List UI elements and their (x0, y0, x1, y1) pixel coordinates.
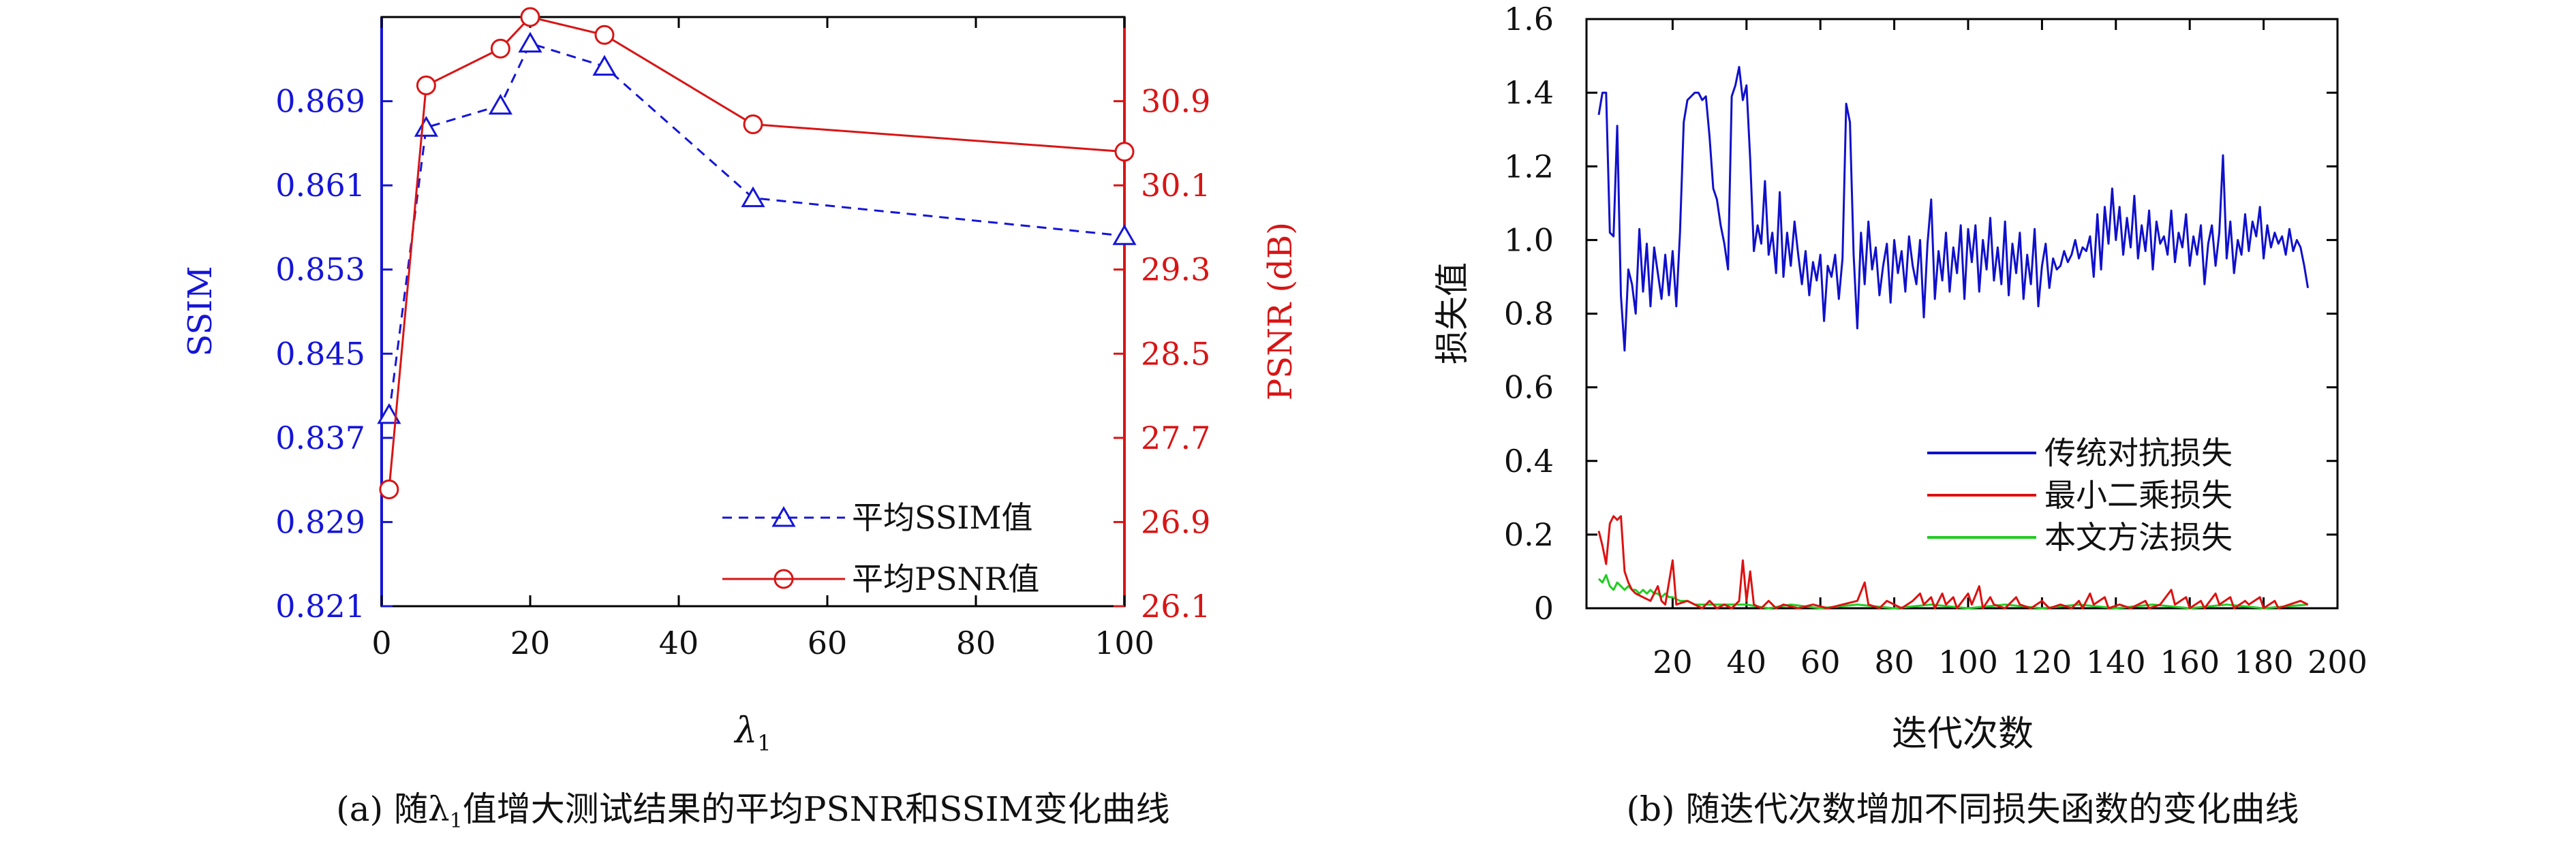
legend-b-ls-label: 最小二乘损失 (2044, 477, 2233, 514)
chart-a-point-circle (416, 75, 436, 95)
chart-a-y-right-label: PSNR (dB) (1261, 222, 1300, 401)
chart-a-point-circle (520, 7, 540, 27)
chart-a-point-triangle (414, 116, 438, 137)
chart-a-y-right-tick-label: 30.9 (1141, 83, 1210, 120)
chart-a-x-label-main: λ (733, 710, 757, 751)
chart-a-y-left-tick-label: 0.853 (275, 251, 365, 288)
chart-b-y-tick-label: 1.0 (1504, 221, 1554, 258)
chart-b-y-tick-label: 0.4 (1504, 443, 1554, 480)
chart-a: 0 20 40 60 80 100 0.821 0.829 0.837 0.845 0.853 0.… (181, 7, 1300, 833)
chart-b-y-tick-label: 0.6 (1504, 369, 1554, 406)
chart-a-caption-sub: 1 (450, 809, 463, 833)
chart-b-x-tick-label: 140 (2086, 644, 2146, 680)
chart-a-y-left-tick-label: 0.837 (275, 420, 365, 456)
chart-b-x-tick-label: 160 (2160, 644, 2220, 680)
chart-a-point-circle (490, 38, 510, 59)
chart-b-x-tick-label: 60 (1800, 644, 1841, 680)
chart-a-y-right-tick-label: 30.1 (1141, 167, 1210, 204)
chart-a-point-triangle (488, 93, 512, 115)
chart-b-series-line-1 (1597, 65, 2310, 352)
chart-a-y-right-tick-label: 26.1 (1141, 588, 1210, 625)
chart-b-y-tick-label: 1.2 (1504, 148, 1554, 185)
chart-a-point-circle (1114, 142, 1135, 162)
chart-a-y-right-tick-label: 27.7 (1141, 420, 1210, 456)
chart-b: 20 40 60 80 100 120 140 160 180 200 0 0.2 0.4 0.6 0.8… (1432, 1, 2367, 829)
chart-b-x-tick-label: 180 (2234, 644, 2294, 680)
chart-a-point-triangle (741, 186, 765, 208)
chart-a-point-triangle (592, 54, 617, 76)
chart-a-y-left-tick-label: 0.845 (275, 335, 365, 372)
chart-b-series-line-2 (1597, 515, 2309, 610)
chart-a-y-left-label: SSIM (181, 266, 219, 356)
chart-a-y-left-tick-label: 0.821 (275, 588, 365, 625)
chart-b-y-tick-label: 0.2 (1504, 516, 1554, 553)
chart-a-point-circle (594, 25, 615, 45)
chart-b-series-line-3 (1597, 574, 2308, 610)
chart-a-point-circle (743, 114, 763, 135)
chart-a-series-line-2 (388, 16, 1125, 490)
chart-a-caption: (a) 随λ1值增大测试结果的平均PSNR和SSIM变化曲线 (336, 789, 1169, 833)
chart-b-y-tick-label: 1.6 (1504, 1, 1554, 37)
chart-b-x-tick-label: 120 (2012, 644, 2072, 680)
chart-a-y-left-tick-label: 0.829 (275, 503, 365, 540)
chart-a-y-right-tick-label: 29.3 (1141, 251, 1210, 288)
chart-a-legend: 平均SSIM值 平均PSNR值 (722, 499, 1039, 597)
chart-a-x-tick-label: 80 (956, 625, 996, 661)
chart-b-x-tick-label: 80 (1874, 644, 1914, 680)
legend-b-ours-label: 本文方法损失 (2044, 519, 2233, 556)
legend-a-ssim-label: 平均SSIM值 (852, 499, 1033, 536)
legend-a-psnr-marker (773, 569, 794, 589)
chart-b-x-tick-label: 20 (1653, 644, 1693, 680)
chart-a-point-triangle (518, 31, 542, 53)
chart-b-y-label: 损失值 (1432, 262, 1472, 364)
chart-a-y-right-tick-label: 26.9 (1141, 503, 1210, 540)
legend-b-adv-label: 传统对抗损失 (2044, 435, 2233, 471)
chart-a-point-triangle (377, 403, 401, 424)
chart-a-caption-suffix: 值增大测试结果的平均PSNR和SSIM变化曲线 (463, 789, 1170, 829)
chart-a-x-label: λ1 (733, 710, 771, 756)
chart-b-legend: 传统对抗损失 最小二乘损失 本文方法损失 (1927, 435, 2233, 556)
chart-a-point-triangle (1112, 224, 1137, 245)
chart-a-y-left-tick-label: 0.869 (275, 83, 365, 120)
chart-b-x-label: 迭代次数 (1892, 714, 2034, 755)
chart-b-caption: (b) 随迭代次数增加不同损失函数的变化曲线 (1627, 789, 2299, 829)
chart-a-caption-lambda: λ (428, 789, 450, 829)
legend-a-psnr-label: 平均PSNR值 (852, 561, 1039, 597)
chart-a-y-left-tick-label: 0.861 (275, 167, 365, 204)
chart-b-x-tick-label: 40 (1727, 644, 1767, 680)
chart-a-x-tick-label: 40 (659, 625, 699, 661)
chart-a-point-circle (379, 480, 399, 500)
chart-a-x-tick-label: 100 (1094, 625, 1154, 661)
chart-a-x-tick-label: 20 (510, 625, 551, 661)
chart-b-y-tick-label: 0 (1534, 590, 1554, 627)
chart-b-y-tick-label: 1.4 (1504, 74, 1554, 111)
legend-a-ssim-marker (771, 505, 796, 527)
chart-a-y-right-tick-label: 28.5 (1141, 335, 1210, 372)
chart-a-caption-prefix: (a) 随 (336, 789, 428, 829)
chart-b-x-tick-label: 100 (1938, 644, 1998, 680)
chart-a-x-tick-label: 0 (371, 625, 391, 661)
chart-b-y-tick-label: 0.8 (1504, 296, 1554, 332)
chart-b-x-tick-label: 200 (2307, 644, 2367, 680)
chart-a-x-tick-label: 60 (808, 625, 848, 661)
chart-a-x-label-sub: 1 (757, 730, 771, 756)
